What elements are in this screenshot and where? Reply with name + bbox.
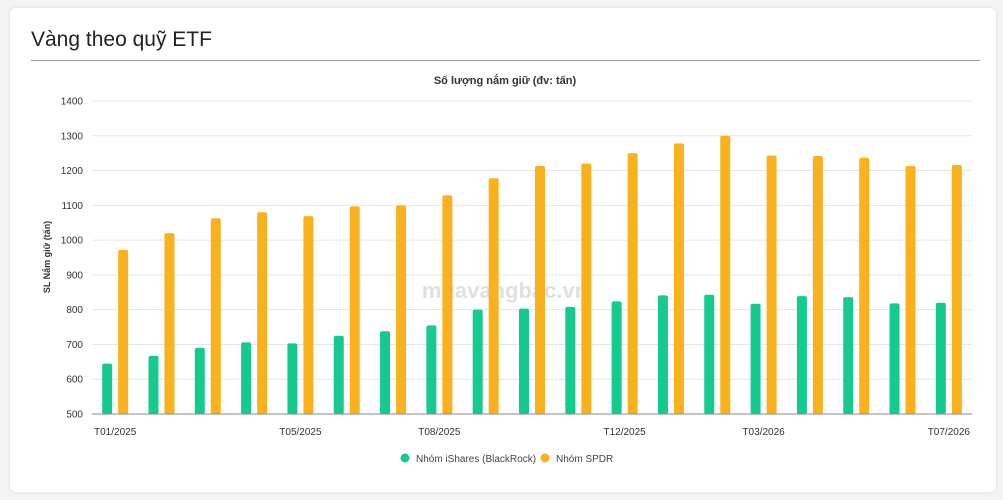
chart-title: Số lượng nắm giữ (đv: tấn) xyxy=(434,74,577,87)
x-axis-ticks: T01/2025 T05/2025 T08/2025 T12/2025 T03/2026… xyxy=(94,427,970,438)
bars xyxy=(102,135,962,414)
bar-ishares[interactable] xyxy=(704,294,715,414)
bar-ishares[interactable] xyxy=(657,295,668,414)
y-tick-label: 1200 xyxy=(61,166,84,177)
bar-ishares[interactable] xyxy=(750,303,761,414)
bar-ishares[interactable] xyxy=(426,325,437,414)
bar-spdr[interactable] xyxy=(164,233,175,414)
legend-item-spdr[interactable]: Nhóm SPDR xyxy=(540,453,614,466)
bar-ishares[interactable] xyxy=(611,301,622,414)
y-axis-label: SL Nắm giữ (tấn) xyxy=(41,221,52,293)
bar-ishares[interactable] xyxy=(102,363,113,414)
bar-ishares[interactable] xyxy=(889,303,900,414)
x-tick-label: T03/2026 xyxy=(742,427,785,438)
x-tick-label: T01/2025 xyxy=(94,427,137,438)
y-tick-label: 900 xyxy=(66,270,83,281)
title-divider xyxy=(31,60,980,61)
bar-ishares[interactable] xyxy=(843,297,854,414)
bar-ishares[interactable] xyxy=(796,296,807,414)
y-tick-label: 500 xyxy=(66,410,83,421)
bar-ishares[interactable] xyxy=(565,306,576,414)
bar-ishares[interactable] xyxy=(472,309,483,414)
bar-spdr[interactable] xyxy=(812,155,823,414)
bar-ishares[interactable] xyxy=(333,335,344,414)
card-title: Vàng theo quỹ ETF xyxy=(31,28,212,51)
legend-label: Nhóm SPDR xyxy=(556,454,613,465)
bar-spdr[interactable] xyxy=(766,155,777,414)
bar-ishares[interactable] xyxy=(287,343,298,414)
bar-spdr[interactable] xyxy=(535,166,545,414)
bar-spdr[interactable] xyxy=(210,218,221,414)
bar-ishares[interactable] xyxy=(519,308,529,414)
y-tick-label: 800 xyxy=(66,305,83,316)
y-tick-label: 700 xyxy=(66,340,83,351)
y-tick-label: 1300 xyxy=(61,131,84,142)
bar-spdr[interactable] xyxy=(581,163,592,414)
legend-label: Nhóm iShares (BlackRock) xyxy=(416,454,536,465)
bar-ishares[interactable] xyxy=(148,355,159,414)
bar-ishares[interactable] xyxy=(380,331,391,414)
bar-spdr[interactable] xyxy=(627,153,638,414)
bar-spdr[interactable] xyxy=(720,135,731,414)
bar-spdr[interactable] xyxy=(303,216,314,414)
bar-ishares[interactable] xyxy=(241,342,252,414)
bar-spdr[interactable] xyxy=(859,157,870,414)
bar-ishares[interactable] xyxy=(935,302,946,414)
bar-spdr[interactable] xyxy=(118,249,129,414)
legend[interactable]: Nhóm iShares (BlackRock) Nhóm SPDR xyxy=(400,453,614,466)
y-tick-label: 1400 xyxy=(61,97,84,108)
bar-spdr[interactable] xyxy=(442,195,453,414)
bar-ishares[interactable] xyxy=(194,347,205,414)
bar-spdr[interactable] xyxy=(488,178,499,414)
gridlines xyxy=(92,100,972,380)
bar-spdr[interactable] xyxy=(951,164,962,414)
x-tick-label: T12/2025 xyxy=(603,427,646,438)
legend-swatch xyxy=(400,453,410,463)
x-tick-label: T07/2026 xyxy=(928,427,971,438)
legend-swatch xyxy=(540,453,550,463)
bar-spdr[interactable] xyxy=(257,212,268,414)
x-tick-label: T08/2025 xyxy=(418,427,461,438)
y-axis-ticks: 500 600 700 800 900 1000 1100 1200 1300 1400 xyxy=(61,97,84,421)
y-tick-label: 1100 xyxy=(61,201,83,212)
x-tick-label: T05/2025 xyxy=(279,427,322,438)
bar-spdr[interactable] xyxy=(396,205,407,414)
bar-spdr[interactable] xyxy=(673,143,684,414)
y-tick-label: 1000 xyxy=(61,236,84,247)
y-tick-label: 600 xyxy=(66,375,83,386)
bar-spdr[interactable] xyxy=(349,206,360,414)
legend-item-ishares[interactable]: Nhóm iShares (BlackRock) xyxy=(400,453,537,466)
bar-spdr[interactable] xyxy=(905,166,916,414)
